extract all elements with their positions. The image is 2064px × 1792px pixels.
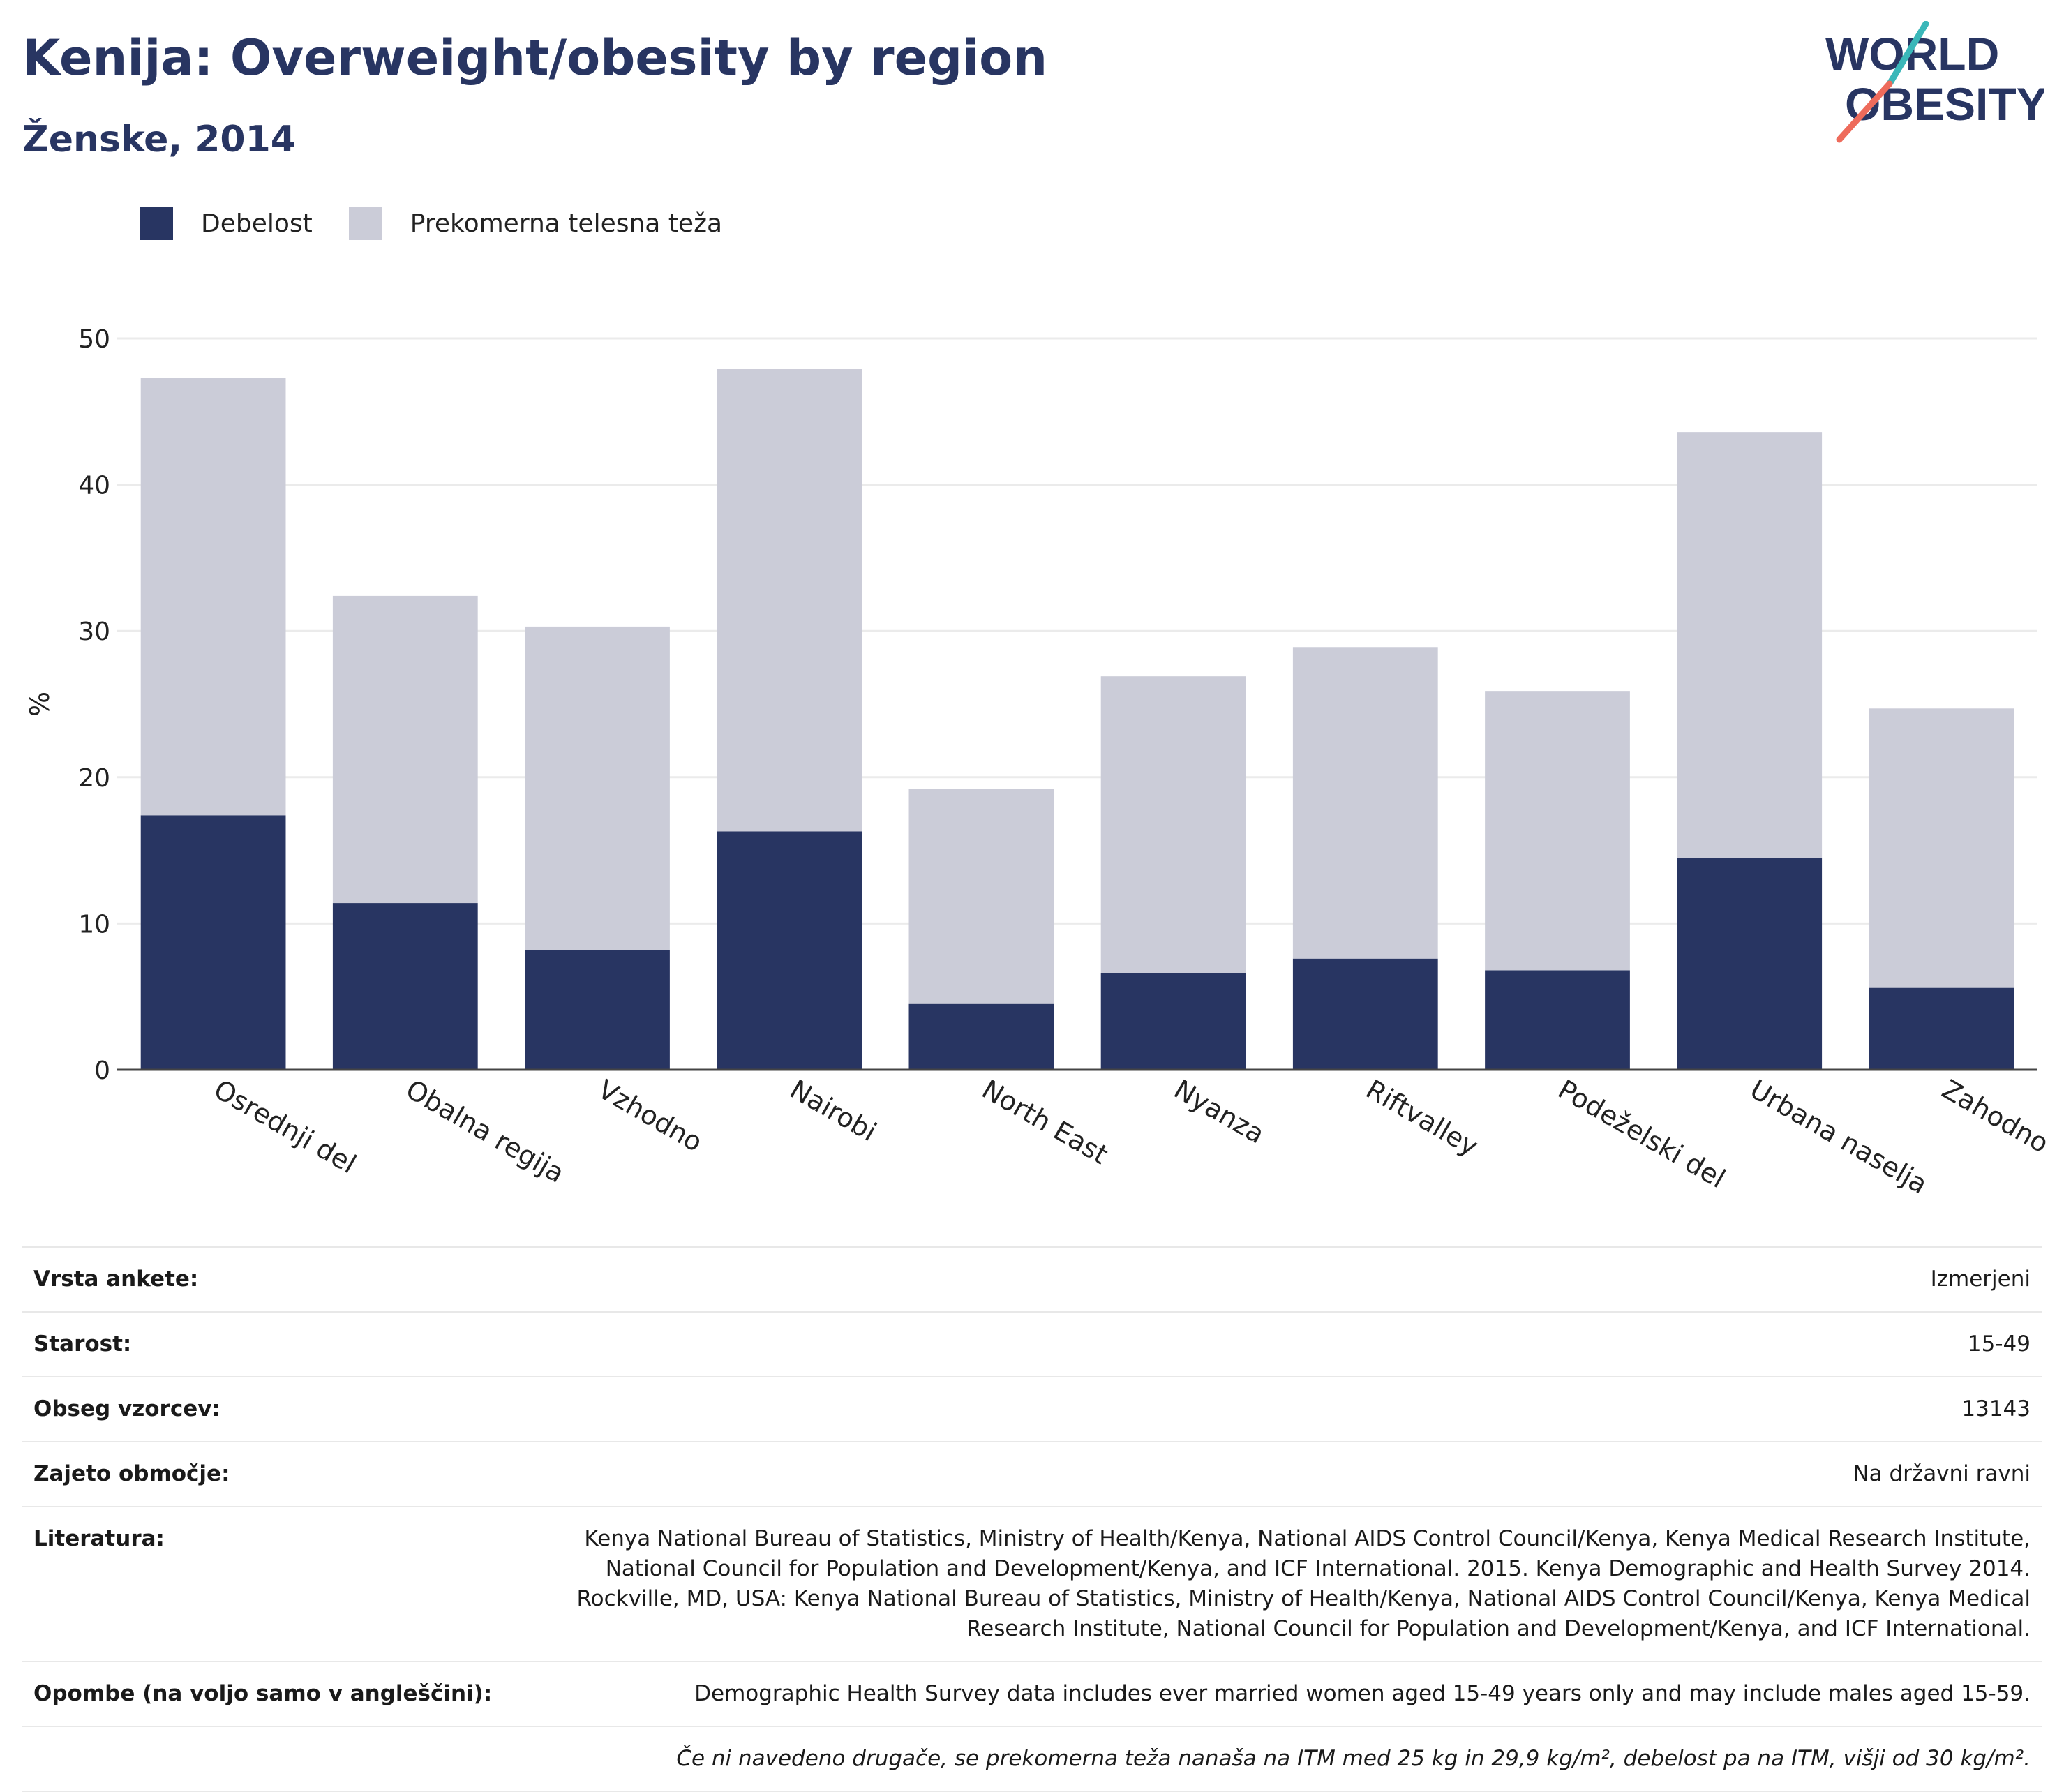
bar-obesity [140,815,286,1070]
bar-obesity [525,950,670,1070]
chart-subtitle: Ženske, 2014 [22,119,296,160]
legend-item-obesity: Debelost [140,207,313,240]
info-value: Kenya National Bureau of Statistics, Min… [533,1506,2042,1662]
survey-info-table: Vrsta ankete: Izmerjeni Starost: 15-49 O… [22,1246,2042,1792]
world-obesity-logo: WORLD OBESITY [1825,21,2044,143]
info-row-references: Literatura: Kenya National Bureau of Sta… [22,1506,2042,1662]
x-tick-label: Obalna regija [401,1074,569,1189]
x-tick-label: Nyanza [1169,1074,1270,1150]
bar-overweight [525,626,670,950]
y-tick-label: 0 [94,1056,110,1085]
bar-overweight [140,378,286,816]
x-tick-label: Zahodno [1937,1074,2054,1159]
info-row-survey-type: Vrsta ankete: Izmerjeni [22,1246,2042,1312]
chart-legend: Debelost Prekomerna telesna teža [140,207,758,240]
info-value: 15-49 [533,1311,2042,1377]
bar-obesity [1677,858,1823,1070]
bar-overweight [332,595,478,904]
legend-item-overweight: Prekomerna telesna teža [348,207,723,240]
bar-overweight [908,789,1054,1004]
y-tick-label: 10 [78,910,110,939]
logo-word-obesity: OBESITY [1845,78,2044,130]
bar-overweight [1677,432,1823,858]
info-row-footnote: Če ni navedeno drugače, se prekomerna te… [22,1726,2042,1792]
bar-obesity [1100,973,1246,1070]
bar-obesity [717,831,862,1070]
logo-slash-teal [1886,21,1929,87]
bar-obesity [908,1003,1054,1070]
bar-overweight [1485,691,1630,971]
info-row-area-covered: Zajeto območje: Na državni ravni [22,1441,2042,1507]
y-tick-label: 20 [78,764,110,793]
info-label: Starost: [22,1311,533,1377]
bar-overweight [1869,708,2014,988]
info-row-sample-size: Obseg vzorcev: 13143 [22,1376,2042,1442]
info-label-empty [22,1726,533,1792]
stacked-bar-chart: 0 10 20 30 40 50% Osrednji del Obalna regija Vzh… [24,325,2054,1200]
chart-title: Kenija: Overweight/obesity by region [22,29,1048,87]
bar-obesity [332,903,478,1070]
x-tick-label: Vzhodno [593,1074,708,1158]
x-tick-label: North East [977,1074,1114,1170]
bar-overweight [1292,647,1438,959]
info-label: Opombe (na voljo samo v angleščini): [22,1661,533,1726]
info-value: Demographic Health Survey data includes … [533,1661,2042,1726]
bar-obesity [1485,970,1630,1070]
info-value: Na državni ravni [533,1441,2042,1507]
bar-overweight [717,369,862,832]
info-label: Literatura: [22,1506,533,1662]
legend-label-obesity: Debelost [201,209,313,238]
info-value: Izmerjeni [533,1246,2042,1312]
logo-word-world: WORLD [1825,28,1999,80]
bar-overweight [1100,676,1246,973]
legend-label-overweight: Prekomerna telesna teža [410,209,723,238]
legend-swatch-overweight [348,207,382,240]
y-tick-label: 30 [78,618,110,646]
info-footnote: Če ni navedeno drugače, se prekomerna te… [533,1726,2042,1792]
info-label: Obseg vzorcev: [22,1376,533,1442]
x-tick-label: Osrednji del [209,1074,361,1180]
info-row-notes: Opombe (na voljo samo v angleščini): Dem… [22,1661,2042,1726]
y-tick-label: 50 [78,325,110,354]
x-tick-label: Podeželski del [1553,1074,1731,1194]
bar-obesity [1869,987,2014,1070]
info-row-age: Starost: 15-49 [22,1311,2042,1377]
x-tick-label: Urbana naselja [1745,1074,1933,1200]
y-tick-label: 40 [78,472,110,500]
x-tick-label: Riftvalley [1361,1074,1483,1163]
info-label: Vrsta ankete: [22,1246,533,1312]
logo-slash-coral [1836,80,1893,143]
x-tick-label: Nairobi [785,1074,882,1148]
info-value: 13143 [533,1376,2042,1442]
info-label: Zajeto območje: [22,1441,533,1507]
bar-obesity [1292,958,1438,1070]
y-axis-title: % [24,692,55,717]
legend-swatch-obesity [140,207,173,240]
